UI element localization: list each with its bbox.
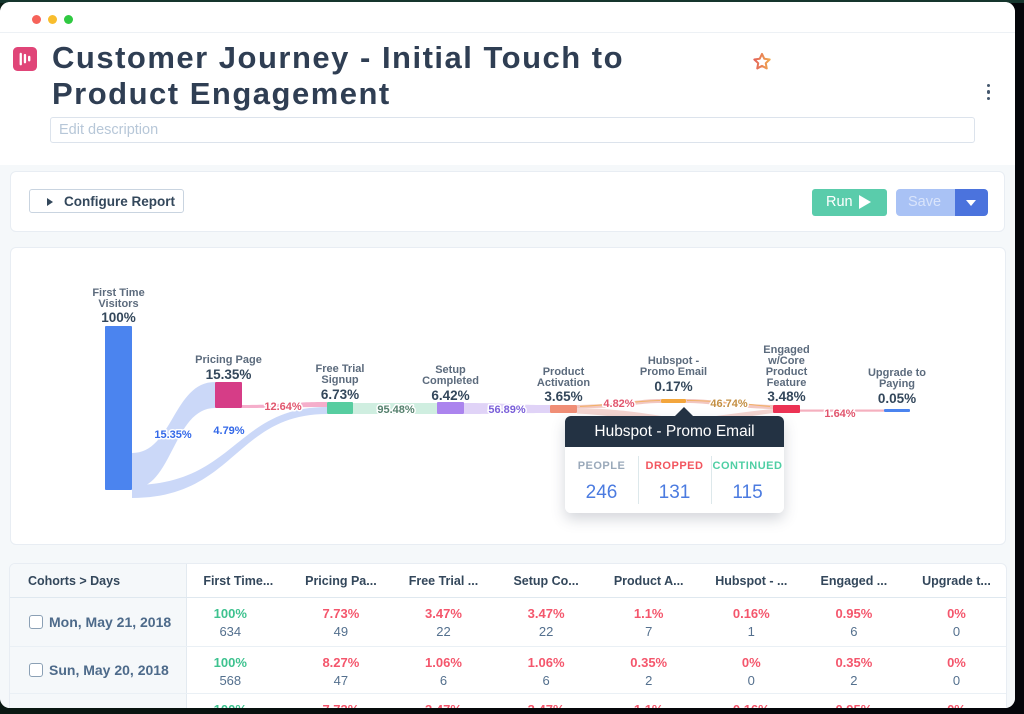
svg-text:15.35%: 15.35% <box>154 429 192 441</box>
svg-text:56.89%: 56.89% <box>488 404 526 416</box>
svg-text:Feature: Feature <box>767 377 807 389</box>
svg-text:6.73%: 6.73% <box>321 387 359 402</box>
svg-text:4.82%: 4.82% <box>603 398 634 410</box>
svg-text:95.48%: 95.48% <box>377 404 415 416</box>
svg-text:0.17%: 0.17% <box>654 379 692 394</box>
svg-text:Signup: Signup <box>321 374 359 386</box>
svg-text:Upgrade to: Upgrade to <box>868 367 926 379</box>
svg-text:46.74%: 46.74% <box>710 398 748 410</box>
svg-text:0.05%: 0.05% <box>878 391 916 406</box>
svg-text:3.48%: 3.48% <box>767 389 805 404</box>
svg-text:Engaged: Engaged <box>763 344 809 356</box>
svg-text:Activation: Activation <box>537 377 590 389</box>
svg-text:Completed: Completed <box>422 375 479 387</box>
svg-text:100%: 100% <box>101 310 136 325</box>
svg-text:1.64%: 1.64% <box>824 408 855 420</box>
svg-text:Pricing Page: Pricing Page <box>195 354 262 366</box>
svg-text:Visitors: Visitors <box>98 298 138 310</box>
svg-text:Product: Product <box>543 366 585 378</box>
svg-text:Paying: Paying <box>879 378 915 390</box>
svg-text:Product: Product <box>766 366 808 378</box>
svg-text:4.79%: 4.79% <box>213 425 244 437</box>
svg-text:Hubspot -: Hubspot - <box>648 355 700 367</box>
svg-text:3.65%: 3.65% <box>544 389 582 404</box>
svg-text:6.42%: 6.42% <box>431 388 469 403</box>
svg-text:Free Trial: Free Trial <box>316 363 365 375</box>
svg-text:Setup: Setup <box>435 364 466 376</box>
svg-text:12.64%: 12.64% <box>264 401 302 413</box>
svg-text:Promo Email: Promo Email <box>640 366 707 378</box>
svg-text:First Time: First Time <box>92 287 144 299</box>
svg-text:15.35%: 15.35% <box>206 367 252 382</box>
svg-text:w/Core: w/Core <box>767 355 805 367</box>
